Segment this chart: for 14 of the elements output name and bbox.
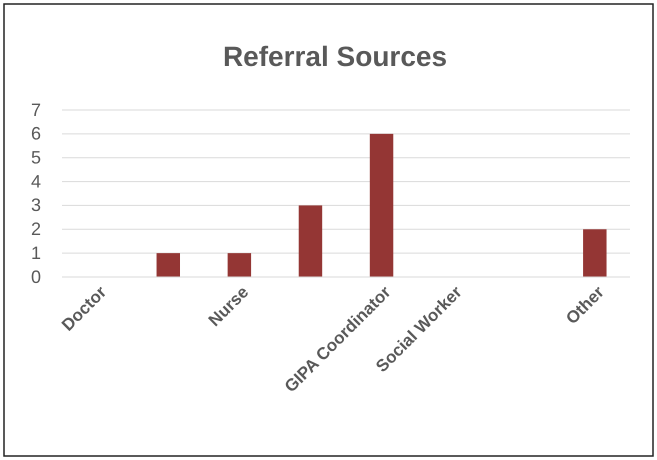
y-tick-label: 2 bbox=[30, 219, 41, 240]
y-tick-label: 5 bbox=[30, 147, 41, 168]
bar bbox=[156, 253, 180, 277]
y-tick-label: 6 bbox=[30, 124, 41, 144]
y-tick-label: 7 bbox=[30, 100, 41, 120]
y-tick-label: 0 bbox=[30, 266, 41, 287]
y-tick-label: 4 bbox=[30, 171, 41, 192]
bar bbox=[583, 229, 607, 277]
bar bbox=[298, 205, 322, 277]
chart-title: Referral Sources bbox=[222, 41, 448, 72]
bar bbox=[370, 134, 394, 277]
y-tick-label: 1 bbox=[30, 242, 41, 263]
bar bbox=[228, 253, 252, 277]
y-tick-label: 3 bbox=[30, 195, 41, 216]
